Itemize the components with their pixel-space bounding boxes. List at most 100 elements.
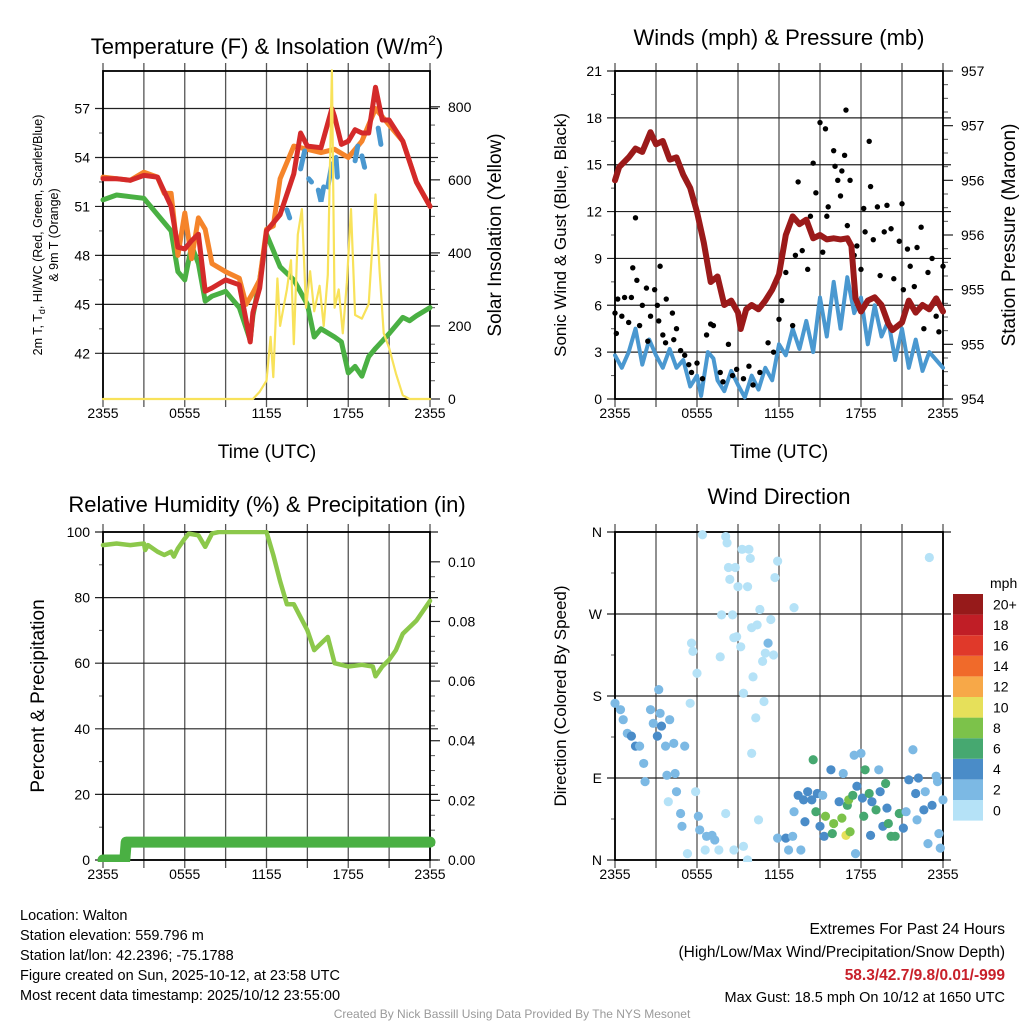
wind-direction-point	[934, 828, 944, 839]
gust-point	[933, 313, 939, 319]
gust-point	[896, 238, 902, 244]
direction-y-axis-label: Direction (Colored By Speed)	[551, 585, 570, 806]
gust-point	[911, 283, 917, 290]
gust-point	[918, 224, 924, 230]
gust-point	[907, 263, 913, 269]
wind-direction-point	[742, 582, 753, 592]
temperature-y-axis-label-line2: & 9m T (Orange)	[47, 188, 61, 281]
wind-direction-point	[732, 632, 742, 642]
x-tick-label: 1155	[251, 866, 281, 882]
wind-direction-point	[815, 821, 825, 831]
y2-tick-label: 956	[961, 172, 985, 188]
winds-x-axis-label: Time (UTC)	[730, 442, 829, 463]
wind-direction-point	[874, 765, 884, 775]
y-tick-label: N	[592, 852, 602, 868]
hiwc-segment	[284, 207, 293, 221]
gust-point	[621, 294, 628, 301]
max-gust-text: Max Gust: 18.5 mph On 10/12 at 1650 UTC	[724, 990, 1005, 1006]
wind-direction-point	[725, 574, 735, 584]
gust-point	[925, 269, 931, 276]
wind-direction-point	[867, 797, 877, 807]
gust-point	[682, 352, 688, 358]
y2-tick-label: 0.06	[448, 673, 475, 689]
y2-tick-label: 955	[961, 282, 985, 298]
hiwc-segment	[352, 143, 361, 164]
wind-direction-point	[715, 652, 725, 662]
wind-direction-point	[799, 795, 809, 805]
gust-point	[854, 243, 860, 249]
wind-direction-point	[913, 773, 924, 783]
wind-direction-point	[717, 610, 727, 620]
wind-direction-point	[710, 835, 720, 845]
gust-point	[636, 322, 643, 329]
wind-direction-point	[729, 845, 739, 855]
humidity-chart-title: Relative Humidity (%) & Precipitation (i…	[68, 492, 465, 517]
gust-point	[688, 369, 695, 376]
y-tick-label: 20	[74, 786, 90, 802]
colorbar-label: 8	[993, 720, 1001, 736]
wind-direction-point	[864, 788, 874, 799]
chart-panel-2: 0 3 6 9 12 15 18 21 954 955 955 956 956 957 957 2355 055…	[586, 63, 985, 421]
wind-direction-point	[783, 845, 794, 855]
gust-point	[634, 277, 640, 283]
wind-direction-point	[848, 790, 858, 800]
y-tick-label: 42	[74, 345, 90, 361]
plot-frame	[102, 70, 431, 400]
gust-point	[663, 296, 669, 302]
wind-direction-point	[860, 765, 870, 775]
x-tick-label: 0555	[681, 866, 712, 882]
wind-direction-point	[904, 775, 914, 785]
wind-direction-point	[901, 807, 911, 817]
gust-point	[779, 297, 785, 304]
wind-direction-point	[865, 830, 876, 841]
wind-direction-point	[722, 538, 732, 548]
gust-point	[929, 255, 935, 262]
wind-direction-point	[610, 698, 620, 708]
colorbar-swatch	[953, 697, 983, 718]
gust-point	[710, 322, 717, 329]
winds-chart-title: Winds (mph) & Pressure (mb)	[634, 25, 925, 50]
y-tick-label: N	[592, 524, 602, 540]
gust-point	[813, 190, 819, 196]
colorbar-swatch	[953, 717, 983, 739]
wind-direction-point	[919, 805, 929, 815]
gust-point	[729, 372, 736, 379]
wind-direction-point	[927, 800, 937, 810]
y-tick-label: 54	[74, 149, 90, 165]
wind-direction-point	[838, 768, 848, 779]
gust-point	[630, 265, 636, 271]
dewpoint-line	[100, 192, 433, 379]
colorbar-label: 6	[993, 741, 1001, 757]
hiwc-segment	[306, 176, 314, 185]
gust-point	[858, 266, 864, 273]
gust-point	[671, 336, 677, 343]
gust-point	[619, 313, 625, 319]
pressure-y-axis-label: Station Pressure (Maroon)	[999, 124, 1020, 347]
wind-direction-point	[881, 778, 891, 789]
y2-tick-label: 0.10	[448, 554, 475, 570]
gust-point	[686, 361, 692, 368]
y-tick-label: 40	[74, 721, 90, 737]
location-text: Location: Walton	[20, 908, 128, 924]
gust-point	[770, 349, 777, 355]
x-tick-label: 2355	[927, 866, 958, 882]
wind-direction-point	[912, 815, 922, 825]
x-tick-label: 1755	[333, 866, 364, 882]
humidity-y-axis-label: Percent & Precipitation	[28, 599, 49, 792]
wind-y-axis-label: Sonic Wind & Gust (Blue, Black)	[551, 113, 570, 357]
wind-direction-point	[747, 748, 757, 759]
gust-point	[867, 183, 874, 190]
y2-tick-label: 954	[961, 391, 985, 407]
gust-point	[615, 296, 621, 302]
colorbar-label: 0	[993, 802, 1001, 818]
extremes-values: 58.3/42.7/9.8/0.01/-999	[844, 967, 1005, 984]
speed-colorbar: mph 0 2 4 6 8 10 12 14 16 18 20+	[953, 575, 1017, 821]
wind-direction-point	[768, 650, 779, 660]
gust-point	[657, 263, 663, 269]
gust-point	[654, 302, 661, 308]
gust-point	[703, 332, 710, 338]
wind-direction-point	[693, 811, 703, 821]
x-tick-label: 2355	[414, 866, 445, 882]
wind-direction-point	[856, 748, 866, 759]
